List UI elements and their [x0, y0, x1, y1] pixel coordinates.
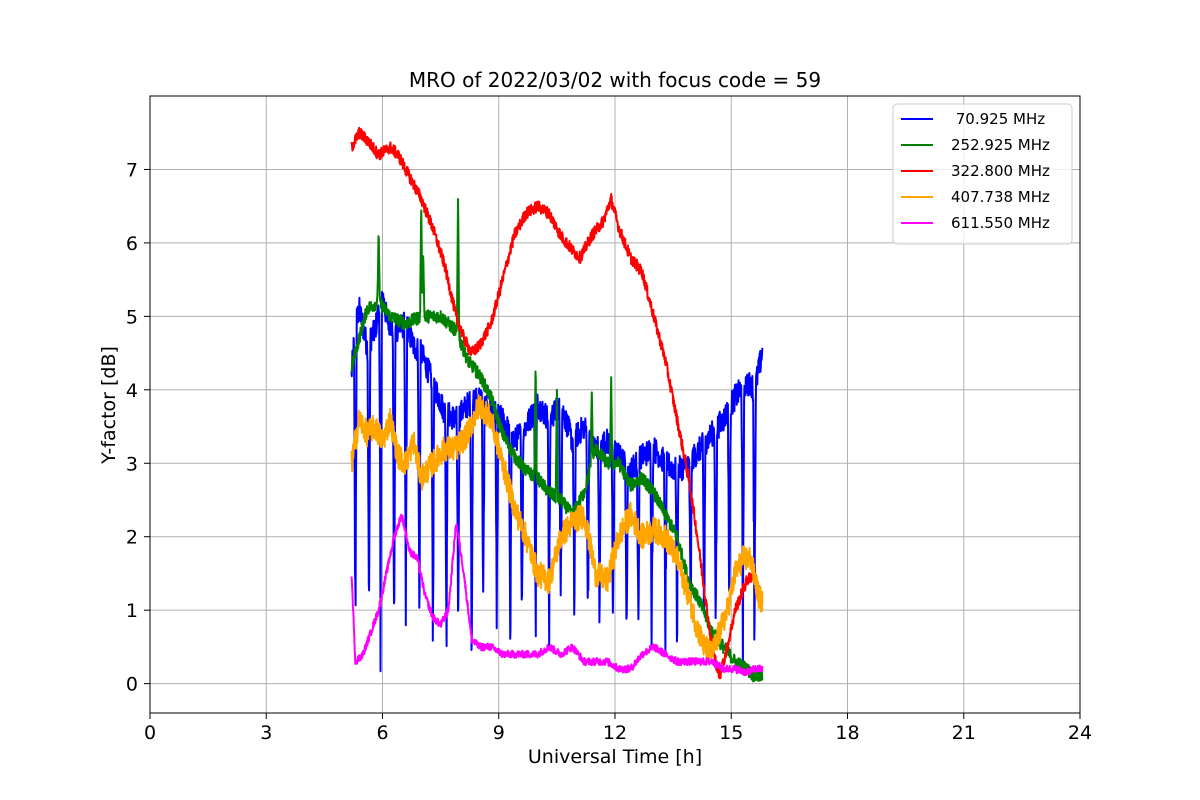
x-axis-label: Universal Time [h]: [528, 746, 702, 768]
legend-label: 70.925 MHz: [951, 110, 1045, 128]
legend-label: 611.550 MHz: [951, 214, 1050, 232]
y-tick-label: 0: [126, 674, 138, 696]
legend-label: 252.925 MHz: [951, 136, 1050, 154]
y-tick-label: 3: [126, 453, 138, 475]
x-tick-label: 6: [376, 722, 388, 744]
x-tick-label: 9: [493, 722, 505, 744]
chart-title: MRO of 2022/03/02 with focus code = 59: [409, 68, 821, 92]
plot-lines: [350, 126, 764, 683]
x-tick-label: 15: [719, 722, 743, 744]
x-tick-label: 0: [144, 722, 156, 744]
series-line: [350, 394, 764, 663]
x-tick-label: 3: [260, 722, 272, 744]
x-tick-label: 12: [603, 722, 627, 744]
x-tick-label: 18: [835, 722, 859, 744]
y-axis: 0 1 2 3 4 5 6 7: [126, 159, 150, 696]
legend: 70.925 MHz 252.925 MHz 322.800 MHz 407.738 …: [892, 103, 1073, 245]
y-tick-label: 5: [126, 306, 138, 328]
y-tick-label: 2: [126, 527, 138, 549]
y-tick-label: 6: [126, 233, 138, 255]
x-axis: 0 3 6 9 12 15 18 21 24: [144, 713, 1092, 744]
series-line: [350, 198, 764, 683]
legend-label: 407.738 MHz: [951, 188, 1050, 206]
x-tick-label: 24: [1068, 722, 1092, 744]
series-line: [350, 513, 764, 677]
y-tick-label: 4: [126, 380, 138, 402]
y-tick-label: 7: [126, 159, 138, 181]
y-tick-label: 1: [126, 600, 138, 622]
legend-box: [892, 103, 1073, 245]
y-axis-label: Y-factor [dB]: [98, 346, 120, 465]
x-tick-label: 21: [952, 722, 976, 744]
legend-label: 322.800 MHz: [951, 162, 1050, 180]
series-line: [350, 126, 764, 680]
